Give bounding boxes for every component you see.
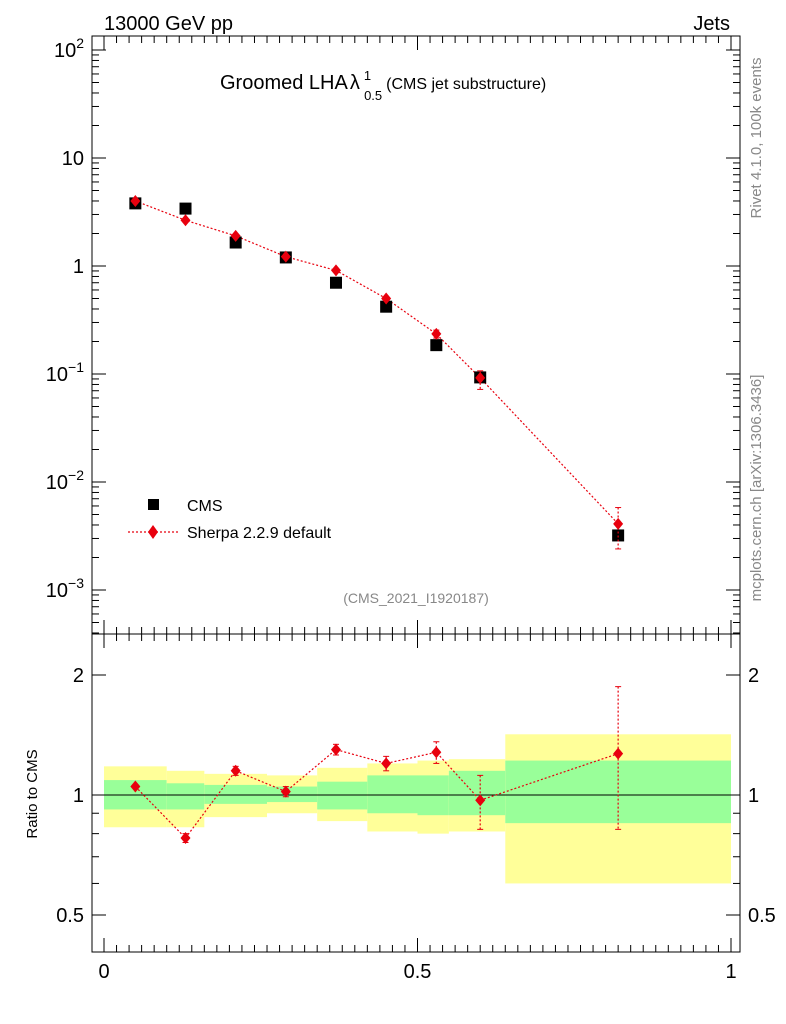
cms-point <box>612 529 625 542</box>
upper-ytick-label: 1 <box>73 256 84 278</box>
ratio-series <box>130 686 624 845</box>
x-tick-label: 1 <box>725 961 736 983</box>
ratio-ytick-label-right: 2 <box>748 665 759 687</box>
ratio-band-green <box>367 775 418 814</box>
process-label: Jets <box>693 13 730 35</box>
ratio-band-green <box>166 783 205 810</box>
cms-point <box>179 202 192 215</box>
ratio-point <box>330 743 341 756</box>
ratio-point <box>230 764 241 777</box>
ratio-ytick-label-right: 0.5 <box>748 905 776 927</box>
power-base: 10 <box>54 40 76 62</box>
sherpa-point <box>431 327 442 340</box>
legend-cms-marker <box>148 499 159 510</box>
ratio-point <box>280 785 291 798</box>
ratio-ytick-label: 1 <box>73 785 84 807</box>
x-tick-label: 0 <box>98 961 109 983</box>
sherpa-point <box>180 214 191 227</box>
sherpa-point <box>280 250 291 263</box>
sherpa-point <box>381 292 392 305</box>
rivet-version-label: Rivet 4.1.0, 100k events <box>748 58 765 219</box>
cms-point <box>329 276 342 289</box>
cms-point <box>229 236 242 249</box>
title-note: (CMS jet substructure) <box>386 76 546 93</box>
sherpa-point <box>230 229 241 242</box>
ratio-band-green <box>267 786 318 803</box>
power-exponent: 2 <box>76 35 84 51</box>
ratio-axes: 2 2 1 1 0.5 0.5 <box>56 634 776 952</box>
sherpa-point <box>330 264 341 277</box>
power-base: 10 <box>46 472 68 494</box>
power-exponent: −3 <box>68 575 84 591</box>
ratio-point <box>130 780 141 793</box>
ratio-ytick-label: 0.5 <box>56 905 84 927</box>
ratio-point <box>180 832 191 845</box>
upper-ytick-power-label: 102 <box>54 35 84 62</box>
title-superscript: 1 <box>364 68 371 83</box>
ratio-point <box>431 746 442 759</box>
upper-ytick-label: 10 <box>62 148 84 170</box>
ratio-ytick-label: 2 <box>73 665 84 687</box>
ratio-band-green <box>317 781 368 810</box>
energy-label: 13000 GeV pp <box>104 13 233 35</box>
power-base: 10 <box>46 580 68 602</box>
plot-title: Groomed LHA λ 1 0.5 (CMS jet substructure) <box>220 68 546 103</box>
sherpa-point <box>475 371 486 384</box>
analysis-id: (CMS_2021_I1920187) <box>343 590 489 606</box>
legend-sherpa-marker <box>148 525 158 539</box>
ratio-bands <box>92 734 740 884</box>
sherpa-line <box>135 200 619 525</box>
cms-point <box>430 339 443 352</box>
legend-cms-label: CMS <box>187 498 223 515</box>
ratio-point <box>613 747 624 760</box>
ratio-band-green <box>448 770 506 816</box>
upper-series <box>129 194 625 550</box>
ratio-plot-frame <box>91 633 741 953</box>
x-tick-label: 0.5 <box>404 961 432 983</box>
power-base: 10 <box>46 364 68 386</box>
power-exponent: −2 <box>68 467 84 483</box>
sherpa-point <box>613 517 624 530</box>
upper-ytick-power-label: 10−1 <box>46 359 84 386</box>
title-main: Groomed LHA <box>220 72 348 94</box>
legend: CMS Sherpa 2.2.9 default <box>128 498 332 542</box>
ratio-band-green <box>204 784 268 804</box>
sherpa-point <box>130 194 141 207</box>
title-subscript: 0.5 <box>364 88 382 103</box>
legend-sherpa-label: Sherpa 2.2.9 default <box>187 525 332 542</box>
power-exponent: −1 <box>68 359 84 375</box>
ratio-ylabel: Ratio to CMS <box>24 749 41 838</box>
mcplots-label: mcplots.cern.ch [arXiv:1306.3436] <box>748 375 765 602</box>
upper-ytick-power-label: 10−3 <box>46 575 84 602</box>
x-axis: 0 0.5 1 <box>98 961 736 983</box>
ratio-point <box>381 757 392 770</box>
upper-ytick-power-label: 10−2 <box>46 467 84 494</box>
title-symbol: λ <box>350 72 360 94</box>
cms-point <box>380 300 393 313</box>
ratio-point <box>475 794 486 807</box>
upper-plot-frame <box>91 35 741 635</box>
ratio-ytick-label-right: 1 <box>748 785 759 807</box>
